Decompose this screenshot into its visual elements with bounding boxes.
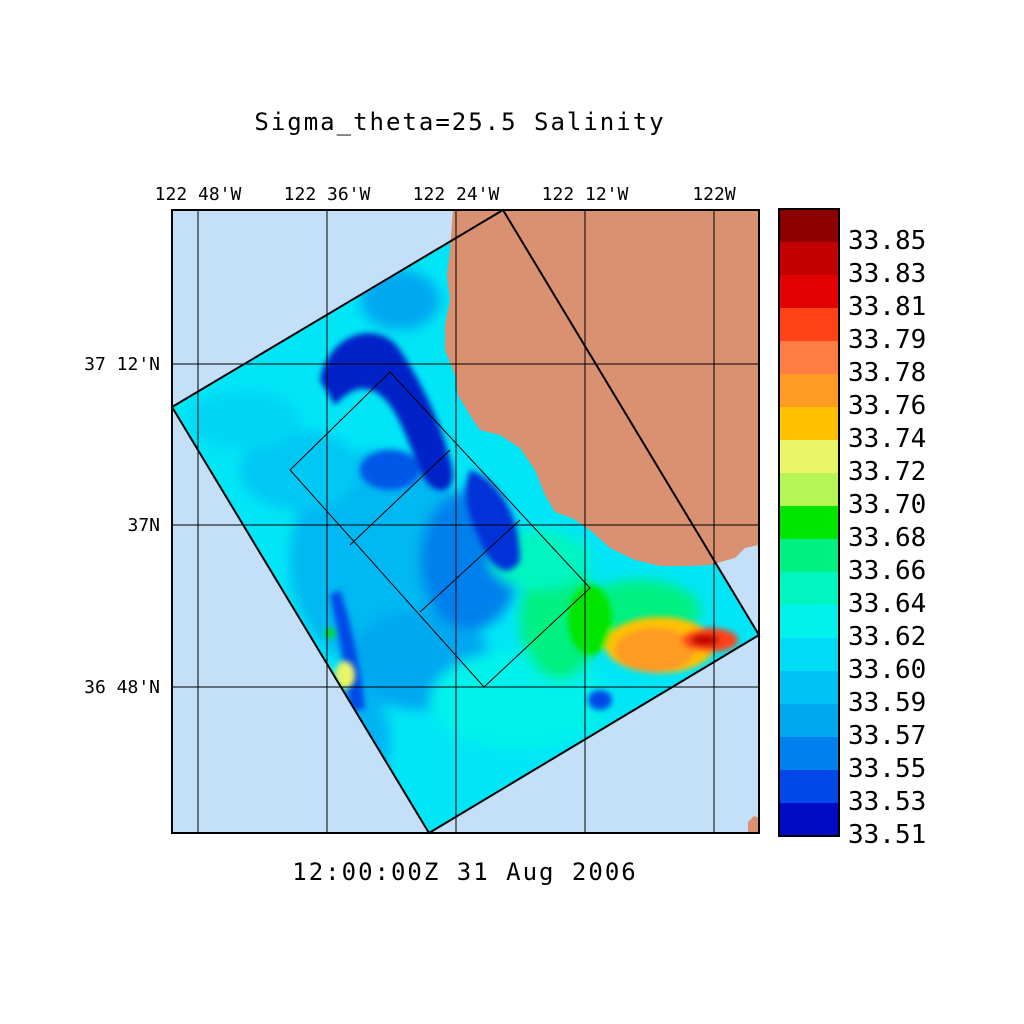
lon-label: 122W [692, 184, 736, 205]
colorbar-swatch [779, 308, 839, 342]
colorbar-swatch [779, 407, 839, 441]
map-frame [171, 209, 760, 834]
colorbar-swatch [779, 605, 839, 639]
colorbar-label: 33.83 [848, 259, 926, 289]
colorbar-label: 33.78 [848, 358, 926, 388]
colorbar-swatch [779, 770, 839, 804]
land-mass [445, 210, 759, 566]
colorbar-swatch [779, 803, 839, 837]
colorbar-swatch [779, 572, 839, 606]
lat-label: 37 12'N [84, 354, 160, 375]
graticule [172, 210, 759, 833]
colorbar-border [778, 208, 840, 837]
colorbar-swatch [779, 374, 839, 408]
inner-box-divider [349, 449, 451, 546]
colorbar-swatch [779, 473, 839, 507]
colorbar-label: 33.81 [848, 292, 926, 322]
inner-box-divider [419, 519, 521, 613]
chart-title: Sigma_theta=25.5 Salinity [254, 108, 666, 136]
colorbar-label: 33.64 [848, 589, 926, 619]
colorbar-label: 33.51 [848, 820, 926, 850]
colorbar-swatch [779, 275, 839, 309]
colorbar: 33.8533.8333.8133.7933.7833.7633.7433.72… [778, 208, 926, 850]
lon-label: 122 36'W [284, 184, 371, 205]
colorbar-swatch [779, 539, 839, 573]
colorbar-swatch [779, 341, 839, 375]
lat-label: 36 48'N [84, 677, 160, 698]
lon-label: 122 12'W [542, 184, 629, 205]
colorbar-label: 33.62 [848, 622, 926, 652]
colorbar-swatch [779, 242, 839, 276]
colorbar-label: 33.60 [848, 655, 926, 685]
lon-label: 122 24'W [413, 184, 500, 205]
lat-label: 37N [127, 515, 160, 536]
colorbar-label: 33.66 [848, 556, 926, 586]
colorbar-label: 33.68 [848, 523, 926, 553]
colorbar-label: 33.72 [848, 457, 926, 487]
colorbar-swatch [779, 440, 839, 474]
colorbar-label: 33.74 [848, 424, 926, 454]
colorbar-swatch [779, 704, 839, 738]
colorbar-label: 33.79 [848, 325, 926, 355]
colorbar-label: 33.55 [848, 754, 926, 784]
colorbar-swatch [779, 638, 839, 672]
colorbar-label: 33.70 [848, 490, 926, 520]
land-mass-south [748, 816, 759, 833]
colorbar-swatch [779, 209, 839, 243]
colorbar-label: 33.85 [848, 226, 926, 256]
timestamp-label: 12:00:00Z 31 Aug 2006 [292, 858, 638, 886]
colorbar-label: 33.76 [848, 391, 926, 421]
colorbar-swatch [779, 506, 839, 540]
lat-labels: 37 12'N 37N 36 48'N [84, 354, 160, 698]
lon-labels: 122 48'W 122 36'W 122 24'W 122 12'W 122W [155, 184, 736, 205]
inner-domain-box [289, 371, 591, 688]
colorbar-label: 33.53 [848, 787, 926, 817]
colorbar-label: 33.57 [848, 721, 926, 751]
colorbar-swatch [779, 737, 839, 771]
lon-label: 122 48'W [155, 184, 242, 205]
colorbar-swatch [779, 671, 839, 705]
colorbar-label: 33.59 [848, 688, 926, 718]
